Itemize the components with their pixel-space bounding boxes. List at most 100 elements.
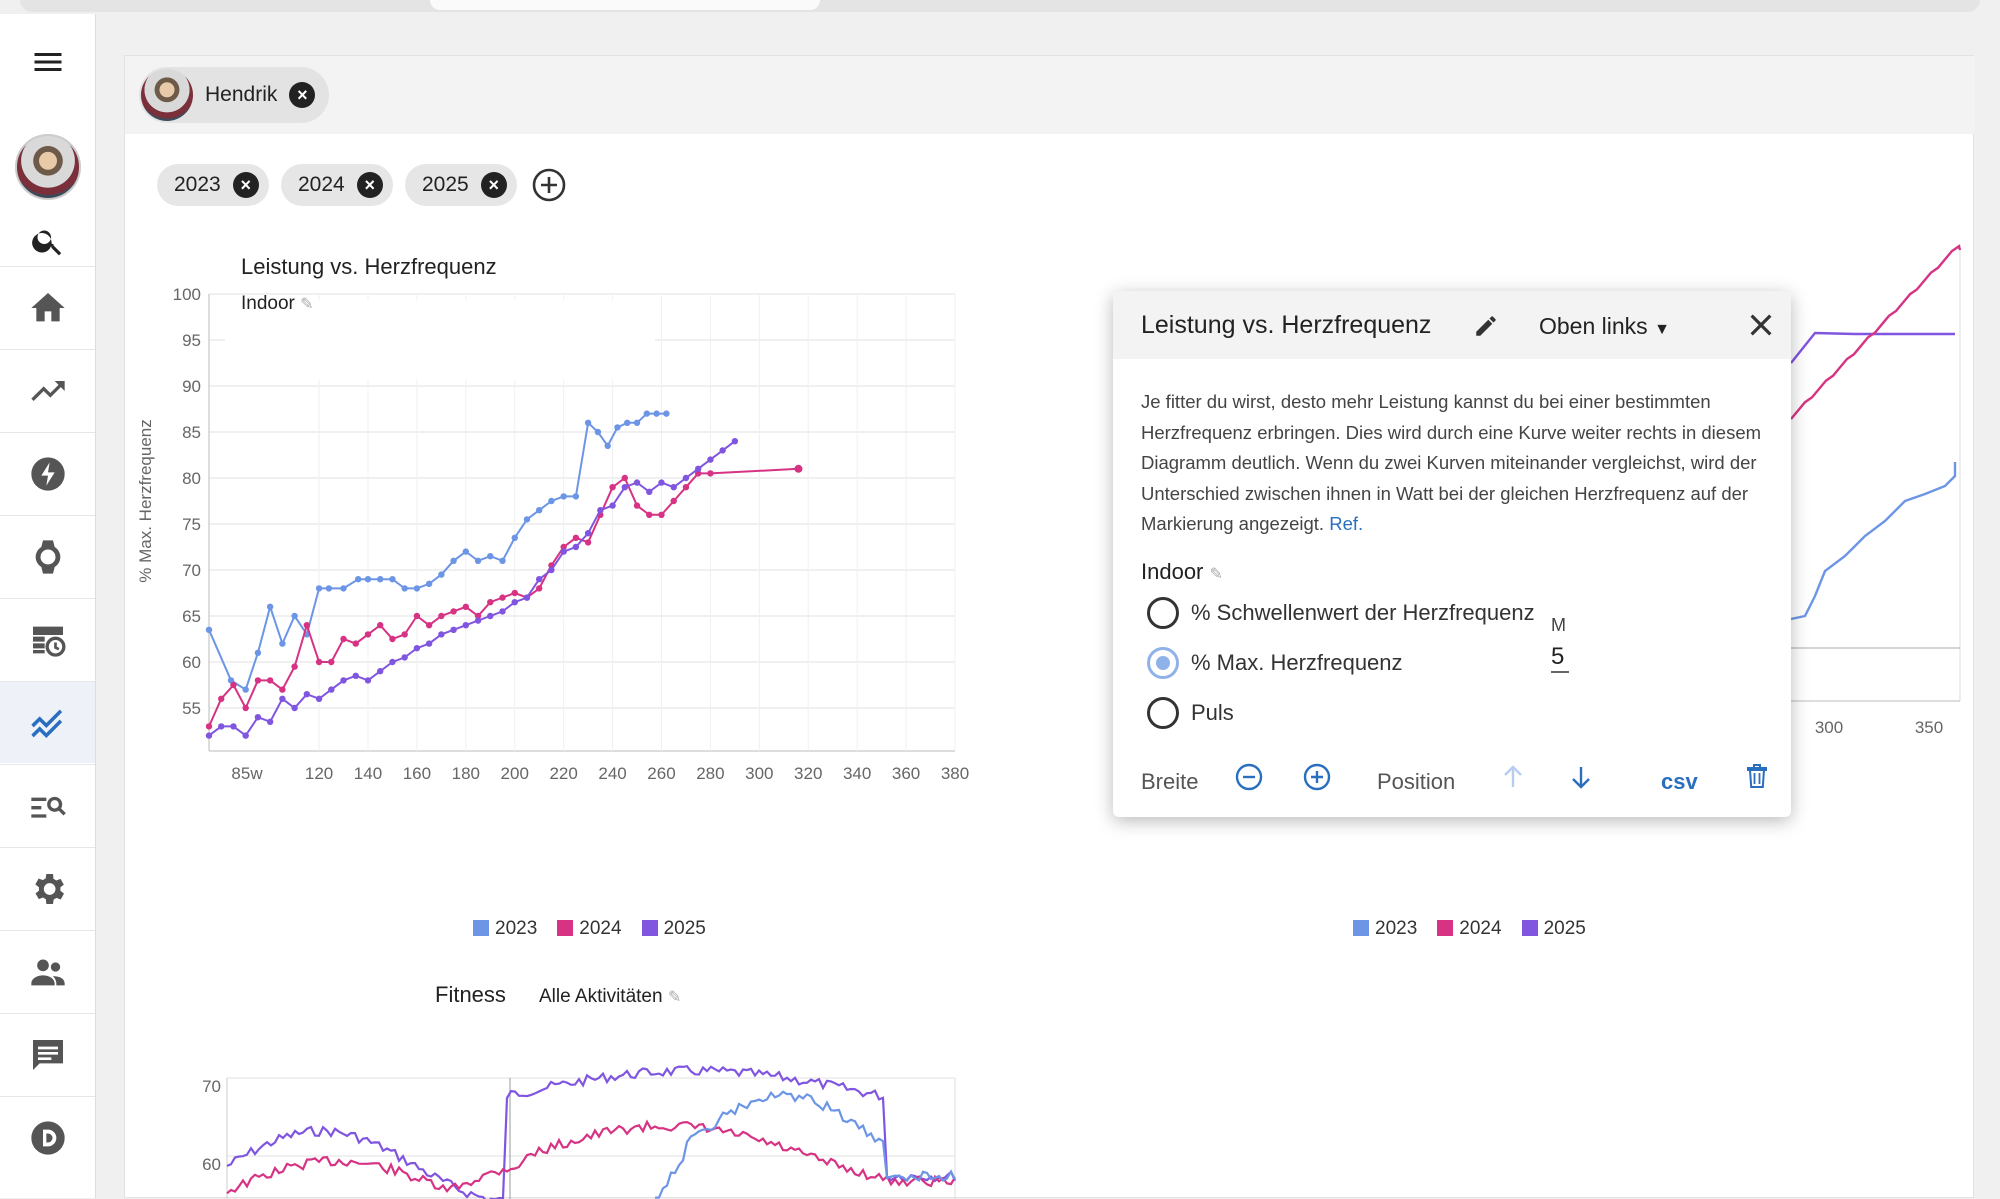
add-year-icon[interactable] bbox=[531, 167, 567, 203]
athlete-bar: Hendrik × bbox=[125, 56, 1975, 134]
option-pulse[interactable]: Puls bbox=[1147, 697, 1234, 729]
data-point bbox=[462, 548, 470, 555]
x-tick-label: 280 bbox=[696, 764, 724, 783]
chart2-legend: 2023 2024 2025 bbox=[1353, 918, 1586, 940]
y-tick-label: 95 bbox=[182, 331, 201, 350]
people-icon bbox=[30, 959, 65, 985]
legend-item-2025[interactable]: 2025 bbox=[1521, 918, 1586, 940]
legend-item-2024[interactable]: 2024 bbox=[557, 918, 622, 940]
legend-item-2025[interactable]: 2025 bbox=[641, 918, 706, 940]
remove-athlete-icon[interactable]: × bbox=[289, 82, 316, 108]
y-tick-label: 100 bbox=[173, 285, 201, 304]
data-point bbox=[731, 438, 739, 445]
data-point bbox=[205, 723, 213, 730]
sidebar-item-chat[interactable] bbox=[0, 1013, 95, 1095]
data-point bbox=[499, 608, 506, 615]
remove-year-icon[interactable]: × bbox=[356, 172, 383, 198]
data-point bbox=[242, 732, 249, 739]
series-line-2025 bbox=[1790, 331, 1955, 364]
sidebar-item-people[interactable] bbox=[0, 930, 95, 1012]
option-label: Puls bbox=[1191, 700, 1234, 725]
position-dropdown[interactable]: Oben links ▼ bbox=[1539, 313, 1670, 340]
chart3-subtitle-text: Alle Aktivitäten bbox=[539, 986, 663, 1007]
y-tick-label: 55 bbox=[182, 699, 201, 718]
menu-icon[interactable] bbox=[0, 44, 95, 80]
sidebar-item-home[interactable] bbox=[0, 266, 95, 348]
year-chip-2023[interactable]: 2023 × bbox=[157, 164, 269, 206]
data-point bbox=[462, 622, 470, 629]
data-point bbox=[597, 507, 604, 514]
sidebar-item-search-activities[interactable] bbox=[0, 764, 95, 846]
y-tick-label: 75 bbox=[182, 515, 201, 534]
radio[interactable] bbox=[1147, 697, 1179, 729]
fitness-chart: 70 60 bbox=[202, 1065, 957, 1199]
chart1-legend: 2023 2024 2025 bbox=[473, 918, 706, 940]
data-point bbox=[609, 484, 616, 491]
trend-icon bbox=[30, 380, 65, 401]
x-tick-label: 260 bbox=[647, 764, 675, 783]
year-chip-2025[interactable]: 2025 × bbox=[405, 164, 517, 206]
x-tick-label: 120 bbox=[305, 764, 333, 783]
smoothing-input[interactable]: 5 bbox=[1551, 643, 1569, 673]
power-hr-chart: 100 95 90 85 80 75 70 65 60 55 85w 120 140 160 180 200 2… bbox=[136, 285, 969, 783]
data-point bbox=[584, 530, 592, 537]
edit-section-icon[interactable]: ✎ bbox=[1209, 566, 1223, 583]
edit-subtitle-icon[interactable]: ✎ bbox=[300, 296, 314, 313]
data-point bbox=[646, 488, 653, 495]
close-icon[interactable] bbox=[1745, 309, 1777, 341]
width-label: Breite bbox=[1141, 769, 1199, 794]
edit-subtitle-icon[interactable]: ✎ bbox=[667, 989, 682, 1006]
sidebar-item-settings[interactable] bbox=[0, 847, 95, 929]
remove-year-icon[interactable]: × bbox=[480, 172, 507, 198]
sidebar-item-compare[interactable] bbox=[0, 681, 95, 763]
remove-year-icon[interactable]: × bbox=[232, 172, 259, 198]
search-icon[interactable] bbox=[0, 218, 95, 264]
edit-title-icon[interactable] bbox=[1473, 313, 1499, 339]
option-label: % Max. Herzfrequenz bbox=[1191, 650, 1403, 675]
year-chip-2024[interactable]: 2024 × bbox=[281, 164, 393, 206]
ref-link[interactable]: Ref. bbox=[1329, 513, 1364, 534]
radio[interactable] bbox=[1147, 597, 1179, 629]
option-threshold-hr[interactable]: % Schwellenwert der Herzfrequenz bbox=[1147, 597, 1535, 629]
series-line-2023 bbox=[208, 412, 667, 692]
sidebar-item-power[interactable] bbox=[0, 432, 95, 514]
data-point bbox=[584, 539, 592, 546]
data-point bbox=[604, 442, 611, 449]
legend-item-2023[interactable]: 2023 bbox=[473, 918, 537, 940]
data-point bbox=[254, 677, 262, 684]
data-point bbox=[340, 635, 347, 643]
main-panel: Hendrik × 2023 × 2024 × 2025 × 100 95 90 85 80 7… bbox=[124, 55, 1975, 1199]
width-decrease-icon[interactable] bbox=[1233, 761, 1265, 793]
sidebar-item-calendar[interactable] bbox=[0, 598, 95, 680]
data-point bbox=[535, 507, 543, 514]
delete-icon[interactable] bbox=[1741, 761, 1773, 793]
x-tick-label: 140 bbox=[354, 764, 382, 783]
athlete-avatar bbox=[141, 69, 193, 121]
data-point bbox=[438, 571, 445, 578]
width-increase-icon[interactable] bbox=[1301, 761, 1333, 793]
top-search-pill[interactable] bbox=[430, 0, 820, 10]
sidebar-item-discord[interactable] bbox=[0, 1096, 95, 1178]
radio-checked[interactable] bbox=[1147, 647, 1179, 679]
athlete-chip[interactable]: Hendrik × bbox=[139, 67, 330, 123]
option-max-hr[interactable]: % Max. Herzfrequenz bbox=[1147, 647, 1403, 679]
legend-item-2024[interactable]: 2024 bbox=[1437, 918, 1502, 940]
move-down-icon[interactable] bbox=[1565, 761, 1597, 793]
legend-item-2023[interactable]: 2023 bbox=[1353, 918, 1417, 940]
sidebar-avatar[interactable] bbox=[0, 132, 95, 202]
sidebar-item-trends[interactable] bbox=[0, 349, 95, 431]
sidebar-item-watch[interactable] bbox=[0, 515, 95, 597]
y-tick-label: 70 bbox=[202, 1077, 221, 1096]
data-point bbox=[352, 640, 359, 647]
x-tick-label: 380 bbox=[941, 764, 969, 783]
avatar[interactable] bbox=[14, 134, 81, 200]
data-point bbox=[328, 658, 335, 666]
data-point bbox=[633, 419, 641, 426]
position-label: Position bbox=[1377, 769, 1456, 794]
move-up-icon[interactable] bbox=[1497, 761, 1529, 793]
y-tick-label: 60 bbox=[202, 1155, 221, 1174]
csv-button[interactable]: csv bbox=[1661, 769, 1698, 794]
data-point bbox=[633, 479, 641, 486]
y-tick-label: 90 bbox=[182, 377, 201, 396]
x-tick-label: 320 bbox=[794, 764, 822, 783]
